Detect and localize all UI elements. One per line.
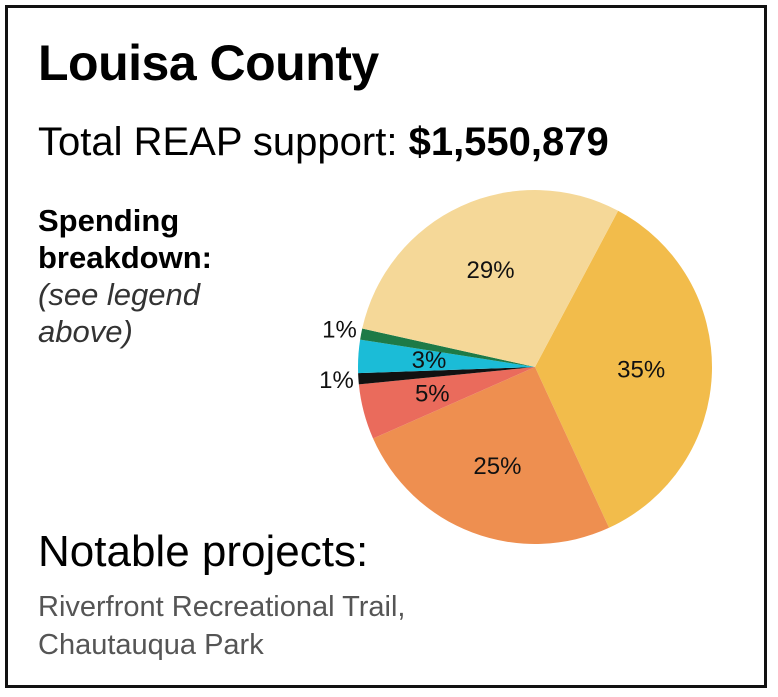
pie-slice <box>360 328 535 367</box>
support-value: $1,550,879 <box>408 120 609 164</box>
slice-label: 5% <box>415 380 450 407</box>
pie-slice <box>358 367 535 439</box>
total-support: Total REAP support: $1,550,879 <box>38 122 609 162</box>
spending-breakdown: Spending breakdown: (see legend above) <box>38 202 268 350</box>
slice-label: 25% <box>473 453 521 480</box>
support-label: Total REAP support: <box>38 120 398 164</box>
slice-label: 1% <box>322 316 357 343</box>
card-frame <box>5 5 767 688</box>
notable-heading: Notable projects: <box>38 527 369 576</box>
pie-slice <box>358 367 535 385</box>
pie-slice <box>535 210 713 528</box>
pie-slice <box>357 339 535 374</box>
pie-slice <box>362 190 619 367</box>
slice-label: 35% <box>617 357 665 384</box>
notable-projects: Riverfront Recreational Trail, Chautauqu… <box>38 588 638 664</box>
pie-slice <box>373 367 610 545</box>
slice-label: 29% <box>467 257 515 284</box>
breakdown-heading-line1: Spending <box>38 203 180 238</box>
legend-note: (see legend above) <box>38 277 201 349</box>
county-title: Louisa County <box>38 35 379 91</box>
project-item: Riverfront Recreational Trail, <box>38 591 406 623</box>
project-item: Chautauqua Park <box>38 629 264 661</box>
slice-label: 1% <box>319 367 354 394</box>
breakdown-heading-line2: breakdown: <box>38 240 212 275</box>
